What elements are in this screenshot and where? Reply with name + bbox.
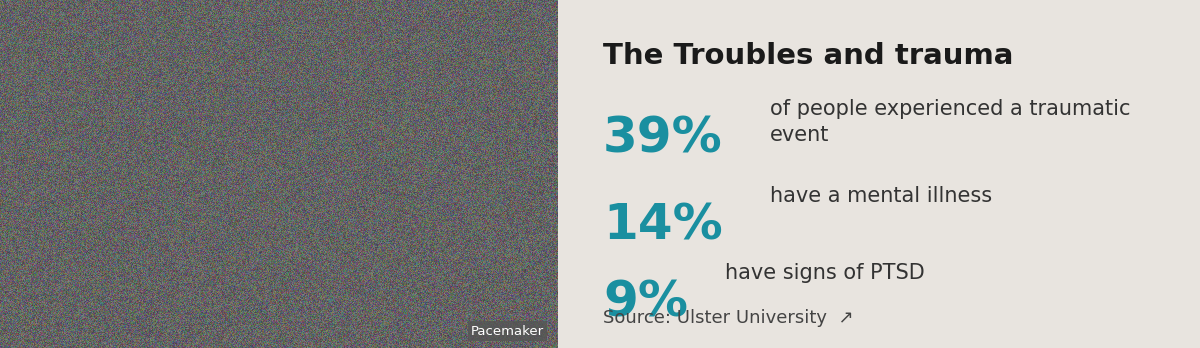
Text: have a mental illness: have a mental illness bbox=[770, 186, 992, 206]
Text: of people experienced a traumatic
event: of people experienced a traumatic event bbox=[770, 99, 1130, 145]
Text: 14%: 14% bbox=[602, 202, 722, 250]
Text: 9%: 9% bbox=[602, 278, 688, 326]
Text: Source: Ulster University  ↗: Source: Ulster University ↗ bbox=[602, 309, 853, 327]
Text: 39%: 39% bbox=[602, 115, 722, 163]
Text: Pacemaker: Pacemaker bbox=[470, 325, 544, 338]
Text: have signs of PTSD: have signs of PTSD bbox=[725, 263, 925, 283]
Text: The Troubles and trauma: The Troubles and trauma bbox=[602, 42, 1013, 70]
